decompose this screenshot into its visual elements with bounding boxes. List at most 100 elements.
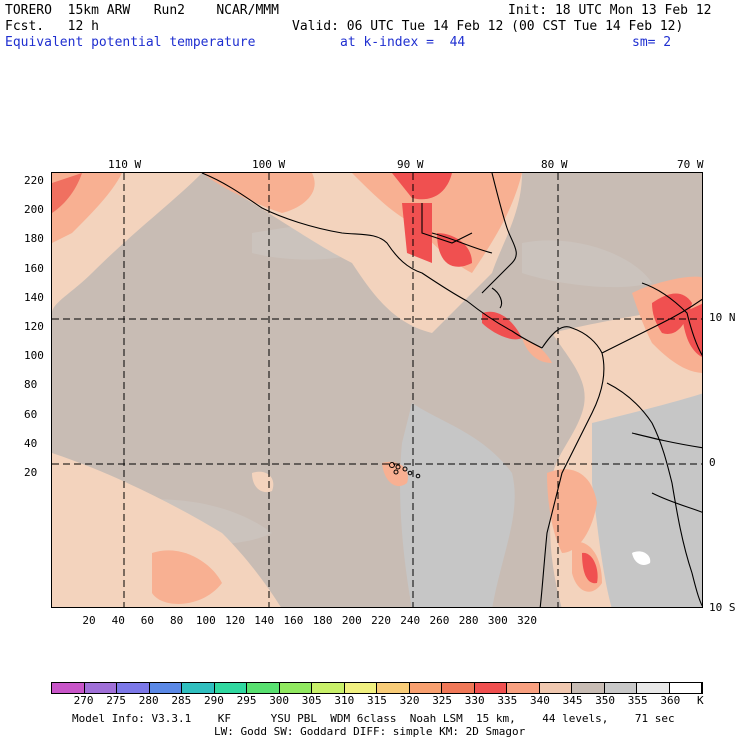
y-tick-label: 60 — [24, 407, 38, 421]
field-name: Equivalent potential temperature — [5, 35, 256, 50]
colorbar-label: 345 — [562, 694, 583, 707]
y-tick-label: 220 — [24, 174, 44, 187]
colorbar-swatch — [84, 683, 117, 693]
theta-e-field — [52, 173, 702, 607]
cool-region — [592, 393, 702, 607]
longitude-label: 80 W — [541, 158, 568, 171]
latitude-label: 10 N — [709, 311, 736, 324]
longitude-label: 100 W — [252, 158, 286, 171]
cool-region — [522, 240, 652, 288]
colorbar-swatch — [637, 683, 670, 693]
hot-region — [582, 552, 598, 584]
hot-region — [402, 203, 432, 263]
colorbar-label: 330 — [464, 694, 485, 707]
hot-region — [52, 173, 82, 213]
graticule — [52, 173, 702, 607]
warm-region — [202, 173, 315, 213]
x-tick-label: 300 — [487, 614, 508, 627]
colorbar-label: 335 — [497, 694, 518, 707]
x-tick-label: 80 — [170, 614, 184, 627]
forecast-hour: Fcst. 12 h — [5, 19, 99, 34]
colorbar-label: 295 — [236, 694, 257, 707]
y-tick-label: 200 — [24, 203, 44, 217]
colorbar-label: 285 — [171, 694, 192, 707]
warm-region — [547, 469, 597, 553]
y-tick-label: 20 — [24, 466, 38, 479]
x-tick-label: 60 — [140, 614, 155, 627]
smoothing: sm= 2 — [632, 35, 672, 50]
colorbar-swatch — [344, 683, 377, 693]
colorbar-label: 320 — [399, 694, 420, 707]
colorbar-label: 325 — [432, 694, 453, 707]
colorbar-label: 340 — [530, 694, 550, 707]
galapagos-islands — [389, 462, 421, 479]
colorbar-swatch — [117, 683, 150, 693]
colorbar-label: 290 — [204, 694, 224, 707]
colorbar-swatch — [52, 683, 85, 693]
x-tick-label: 100 — [195, 614, 216, 627]
x-tick-label: 20 — [82, 614, 96, 627]
colorbar-swatch — [669, 683, 702, 693]
y-tick-label: 140 — [24, 290, 44, 304]
hot-region — [652, 293, 692, 334]
colorbar-label: 355 — [627, 694, 648, 707]
colorbar-label: 305 — [301, 694, 322, 707]
colorbar-label: 350 — [595, 694, 616, 707]
hot-region — [392, 173, 452, 200]
latitude-label: 0 — [709, 456, 716, 469]
colorbar-swatch — [604, 683, 637, 693]
colorbar-label: 310 — [334, 694, 355, 707]
level-index: at k-index = 44 — [340, 35, 466, 50]
colorbar-label: 270 — [73, 694, 94, 707]
colorbar-swatch — [377, 683, 410, 693]
colorbar-swatch — [214, 683, 247, 693]
colorbar-swatch — [572, 683, 605, 693]
map-panel[interactable] — [51, 172, 703, 608]
y-tick-label: 120 — [24, 320, 44, 333]
x-tick-label: 280 — [458, 614, 479, 627]
y-tick-label: 40 — [24, 436, 38, 450]
colorbar-swatch — [409, 683, 442, 693]
coastlines — [201, 173, 702, 607]
x-tick-label: 160 — [283, 614, 304, 627]
y-tick-label: 80 — [24, 378, 38, 392]
colorbar-label: 275 — [106, 694, 127, 707]
init-time: Init: 18 UTC Mon 13 Feb 12 — [508, 3, 712, 18]
colorbar-swatch — [474, 683, 507, 693]
colorbar-swatch — [247, 683, 280, 693]
x-tick-label: 320 — [517, 614, 537, 627]
model-title: TORERO 15km ARW Run2 NCAR/MMM — [5, 3, 279, 18]
colorbar-swatch — [149, 683, 182, 693]
latitude-label: 10 S — [709, 601, 736, 614]
colorbar-swatch — [182, 683, 215, 693]
colorbar-label: 300 — [269, 694, 290, 707]
cool-region — [400, 403, 515, 607]
colorbar-label: 315 — [367, 694, 387, 707]
valid-time: Valid: 06 UTC Tue 14 Feb 12 (00 CST Tue … — [292, 19, 684, 34]
colorbar-swatch — [279, 683, 312, 693]
x-tick-label: 180 — [312, 614, 333, 627]
colorbar-label: 360 — [660, 694, 681, 707]
colorbar-swatch — [539, 683, 572, 693]
model-info: Model Info: V3.3.1 KF YSU PBL WDM 6class… — [72, 712, 675, 725]
x-tick-label: 220 — [371, 614, 391, 627]
longitude-label: 90 W — [397, 158, 424, 171]
colorbar-swatch — [442, 683, 475, 693]
longitude-label: 110 W — [108, 158, 142, 171]
y-tick-label: 180 — [24, 232, 44, 246]
x-tick-label: 40 — [111, 614, 125, 627]
longitude-label: 70 W — [677, 158, 704, 171]
x-tick-label: 140 — [254, 614, 275, 627]
warm-light-region — [252, 471, 274, 493]
colorbar — [51, 682, 703, 694]
colorbar-label: 280 — [138, 694, 159, 707]
colorbar-swatch — [507, 683, 540, 693]
y-tick-label: 100 — [24, 349, 44, 363]
warm-region — [522, 338, 552, 363]
x-tick-label: 120 — [225, 614, 245, 627]
warm-light-region — [632, 551, 651, 565]
colorbar-swatch — [312, 683, 345, 693]
colorbar-unit: K — [697, 694, 704, 707]
warm-light-region — [52, 453, 281, 607]
x-tick-label: 200 — [341, 614, 362, 627]
